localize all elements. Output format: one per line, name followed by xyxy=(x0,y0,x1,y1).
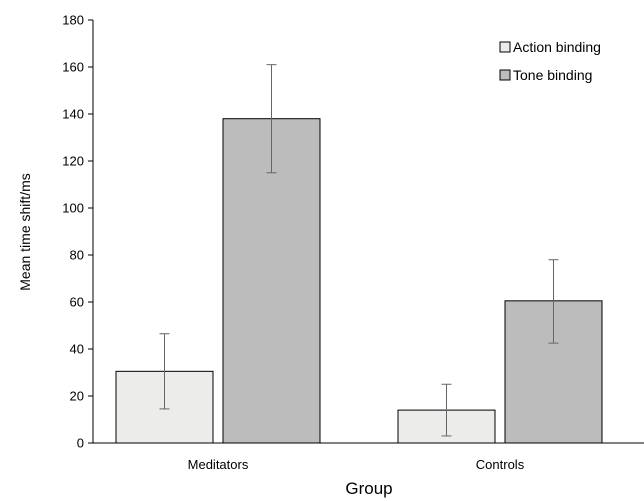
error-bars xyxy=(159,64,559,437)
x-axis-category-labels: Meditators Controls xyxy=(188,457,525,472)
y-tick-label: 160 xyxy=(62,60,84,75)
legend: Action binding Tone binding xyxy=(499,39,601,83)
legend-swatch xyxy=(499,69,511,81)
y-axis-ticks: 0 20 40 60 80 100 120 140 160 180 xyxy=(62,13,93,451)
x-axis-title: Group xyxy=(345,479,392,498)
y-tick-label: 80 xyxy=(70,248,84,263)
y-tick-label: 0 xyxy=(77,436,84,451)
y-tick-label: 20 xyxy=(70,389,84,404)
x-category-label: Controls xyxy=(476,457,525,472)
y-tick-label: 40 xyxy=(70,342,84,357)
y-tick-label: 180 xyxy=(62,13,84,28)
y-tick-label: 100 xyxy=(62,201,84,216)
x-category-label: Meditators xyxy=(188,457,249,472)
bars xyxy=(115,118,603,444)
y-tick-label: 120 xyxy=(62,154,84,169)
y-tick-label: 60 xyxy=(70,295,84,310)
y-tick-label: 140 xyxy=(62,107,84,122)
y-axis-title: Mean time shift/ms xyxy=(17,173,33,290)
legend-swatch xyxy=(499,41,511,53)
legend-label: Action binding xyxy=(513,39,601,55)
legend-label: Tone binding xyxy=(513,67,592,83)
